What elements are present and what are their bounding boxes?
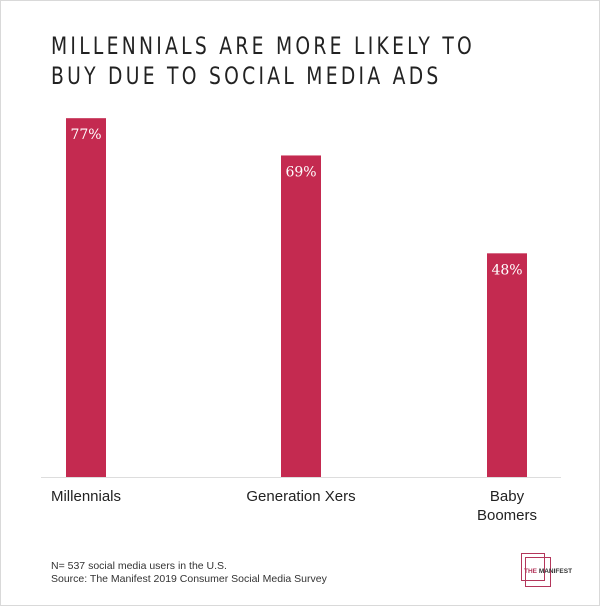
- the-manifest-logo: THE MANIFEST: [521, 553, 581, 589]
- sample-note: N= 537 social media users in the U.S.: [51, 560, 227, 572]
- data-label: 77%: [70, 127, 101, 143]
- title-line: MILLENNIALS ARE MORE LIKELY TO: [51, 32, 476, 60]
- title-line: BUY DUE TO SOCIAL MEDIA ADS: [51, 62, 442, 90]
- chart-title: MILLENNIALS ARE MORE LIKELY TO BUY DUE T…: [51, 31, 476, 91]
- source-note: Source: The Manifest 2019 Consumer Socia…: [51, 573, 327, 585]
- bar: [66, 118, 106, 478]
- data-label: 69%: [285, 164, 316, 180]
- bar: [487, 253, 527, 477]
- category-label: Boomers: [477, 507, 537, 524]
- data-label: 48%: [491, 262, 522, 278]
- category-label: Baby: [490, 488, 525, 505]
- category-label: Millennials: [51, 488, 121, 505]
- bar: [281, 155, 321, 477]
- category-label: Generation Xers: [246, 488, 355, 505]
